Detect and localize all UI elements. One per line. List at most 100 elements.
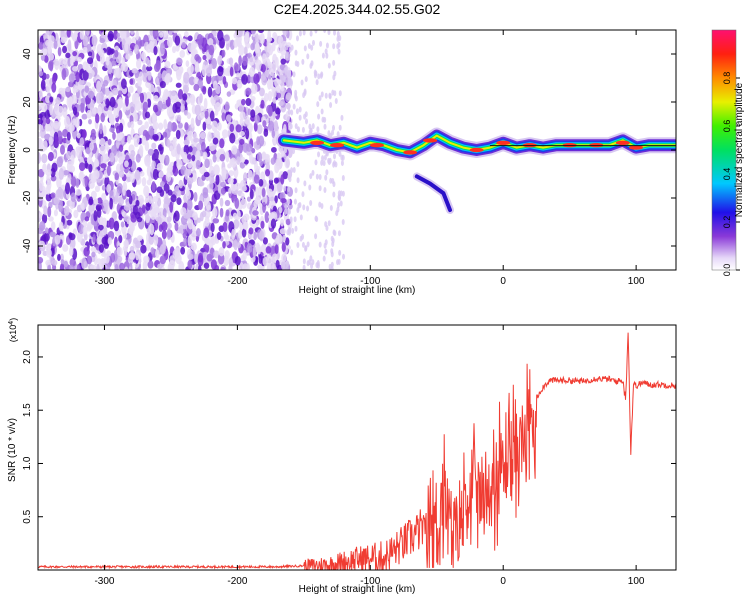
heat-cell (295, 108, 299, 115)
heat-cell (77, 56, 82, 63)
heat-cell (194, 53, 200, 61)
heat-cell (260, 99, 265, 109)
heat-cell (229, 66, 234, 77)
heat-cell (100, 112, 105, 123)
heat-cell (50, 192, 56, 199)
heat-cell (279, 228, 287, 235)
heat-cell (117, 90, 123, 96)
heat-cell (66, 30, 71, 38)
heat-cell (100, 154, 107, 166)
heat-cell (306, 241, 310, 248)
heat-cell (151, 180, 156, 192)
heat-cell (150, 208, 157, 221)
heat-cell (158, 122, 164, 131)
heat-cell (170, 148, 177, 157)
heat-cell (342, 253, 346, 260)
heat-cell (289, 216, 293, 223)
heat-cell (338, 150, 342, 157)
colorbar-ticks: 0.0 0.2 0.4 0.6 0.8 (722, 72, 740, 276)
heat-cell (145, 57, 150, 65)
heat-cell (290, 44, 294, 51)
heat-cell (282, 30, 288, 36)
heat-cell (207, 38, 214, 46)
heat-cell (324, 248, 328, 255)
heat-cell (288, 176, 292, 183)
heat-cell (304, 111, 308, 118)
heat-cell (122, 102, 127, 113)
heat-cell (122, 63, 129, 72)
heat-cell (220, 181, 227, 188)
y-tick-label: 1.0 (22, 456, 33, 470)
heat-cell (324, 174, 328, 181)
heat-cell (315, 173, 319, 180)
heat-cell (69, 124, 75, 132)
heat-cell (90, 190, 97, 200)
branch-band (414, 174, 452, 212)
heat-cell (151, 153, 156, 162)
heat-cell (315, 216, 319, 223)
heat-cell (284, 203, 288, 210)
heat-cell (65, 52, 71, 59)
heat-cell (276, 84, 281, 94)
heat-cell (107, 111, 113, 119)
heat-cell (318, 185, 322, 192)
heat-cell (205, 238, 210, 246)
heat-cell (332, 229, 336, 236)
heat-cell (332, 59, 336, 66)
heat-cell (176, 114, 182, 122)
heat-cell (120, 78, 127, 90)
heat-cell (144, 213, 151, 224)
heat-cell (135, 199, 140, 207)
heat-cell (100, 258, 105, 269)
heat-cell (247, 169, 253, 180)
heat-cell (98, 49, 105, 58)
heat-cell (41, 213, 48, 224)
heat-cell (117, 196, 125, 206)
heat-cell (337, 258, 341, 265)
heat-cell (114, 263, 119, 270)
heat-cell (269, 212, 275, 219)
heat-cell (83, 246, 90, 257)
heat-cell (82, 70, 89, 81)
heat-cell (63, 260, 69, 268)
heat-cell (231, 145, 238, 155)
heat-cell (98, 244, 104, 253)
heat-cell (201, 210, 207, 218)
heat-cell (53, 209, 58, 217)
heat-cell (150, 247, 155, 255)
heat-cell (279, 192, 286, 200)
heat-cell (187, 162, 193, 169)
heat-cell (248, 227, 254, 235)
heat-cell (144, 155, 151, 167)
heat-cell (135, 251, 140, 261)
heat-cell (204, 110, 209, 119)
heat-cell (187, 259, 193, 270)
ridge-peak (423, 138, 438, 143)
heat-cell (190, 117, 195, 129)
heat-cell (330, 251, 334, 258)
heat-cell (275, 107, 281, 115)
heat-cell (153, 95, 159, 102)
heat-cell (98, 224, 104, 231)
heat-cell (56, 176, 62, 189)
heat-cell (151, 142, 157, 150)
heat-cell (118, 144, 124, 153)
heat-cell (105, 98, 110, 109)
heat-cell (38, 256, 44, 264)
heat-cell (176, 57, 183, 66)
heat-cell (296, 126, 300, 133)
heat-cell (146, 165, 152, 177)
heat-cell (294, 49, 298, 56)
heat-cell (155, 249, 160, 259)
heat-cell (214, 265, 220, 270)
x-tick-label: -200 (227, 276, 247, 287)
heat-cell (68, 73, 76, 83)
heat-cell (40, 79, 46, 91)
heat-cell (315, 79, 319, 86)
heat-cell (212, 137, 219, 145)
heat-cell (82, 129, 87, 139)
heat-cell (57, 253, 61, 262)
heat-cell (97, 215, 104, 225)
heat-cell (80, 202, 85, 210)
y-tick-label: 0 (22, 147, 33, 153)
